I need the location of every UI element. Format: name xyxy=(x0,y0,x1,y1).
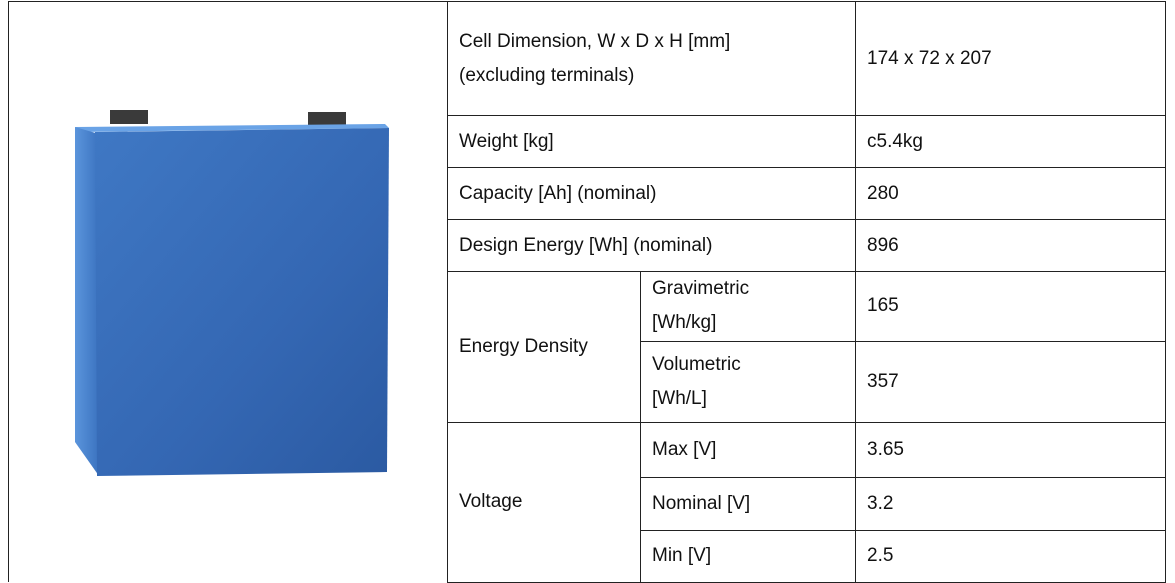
sub-label: Min [V] xyxy=(640,529,856,583)
terminal xyxy=(110,110,148,124)
battery-side xyxy=(75,127,99,476)
sub-label: Nominal [V] xyxy=(640,476,856,531)
row-value: 165 xyxy=(855,271,1166,342)
product-image-cell xyxy=(8,1,448,582)
spec-table: Cell Dimension, W x D x H [mm] (excludin… xyxy=(8,1,1166,583)
row-value: 174 x 72 x 207 xyxy=(855,1,1166,116)
row-value: c5.4kg xyxy=(855,115,1166,168)
battery-image xyxy=(75,110,389,476)
row-label: Cell Dimension, W x D x H [mm] (excludin… xyxy=(459,30,731,86)
group-label: Voltage xyxy=(447,421,641,583)
row-label: Weight [kg] xyxy=(447,115,856,168)
group-label: Energy Density xyxy=(447,271,641,423)
row-value: 3.65 xyxy=(855,421,1166,478)
row-value: 896 xyxy=(855,219,1166,272)
terminal xyxy=(308,112,346,126)
row-value: 3.2 xyxy=(855,476,1166,531)
battery-face xyxy=(95,128,389,476)
row-value: 357 xyxy=(855,340,1166,423)
row-label: Design Energy [Wh] (nominal) xyxy=(447,219,856,272)
sub-label: Gravimetric [Wh/kg] xyxy=(652,278,750,334)
row-value: 280 xyxy=(855,167,1166,220)
battery-top xyxy=(75,124,389,132)
sub-label: Volumetric [Wh/L] xyxy=(652,353,741,409)
row-value: 2.5 xyxy=(855,529,1166,583)
sub-label: Max [V] xyxy=(640,421,856,478)
page: Cell Dimension, W x D x H [mm] (excludin… xyxy=(8,1,1166,583)
row-label: Capacity [Ah] (nominal) xyxy=(447,167,856,220)
